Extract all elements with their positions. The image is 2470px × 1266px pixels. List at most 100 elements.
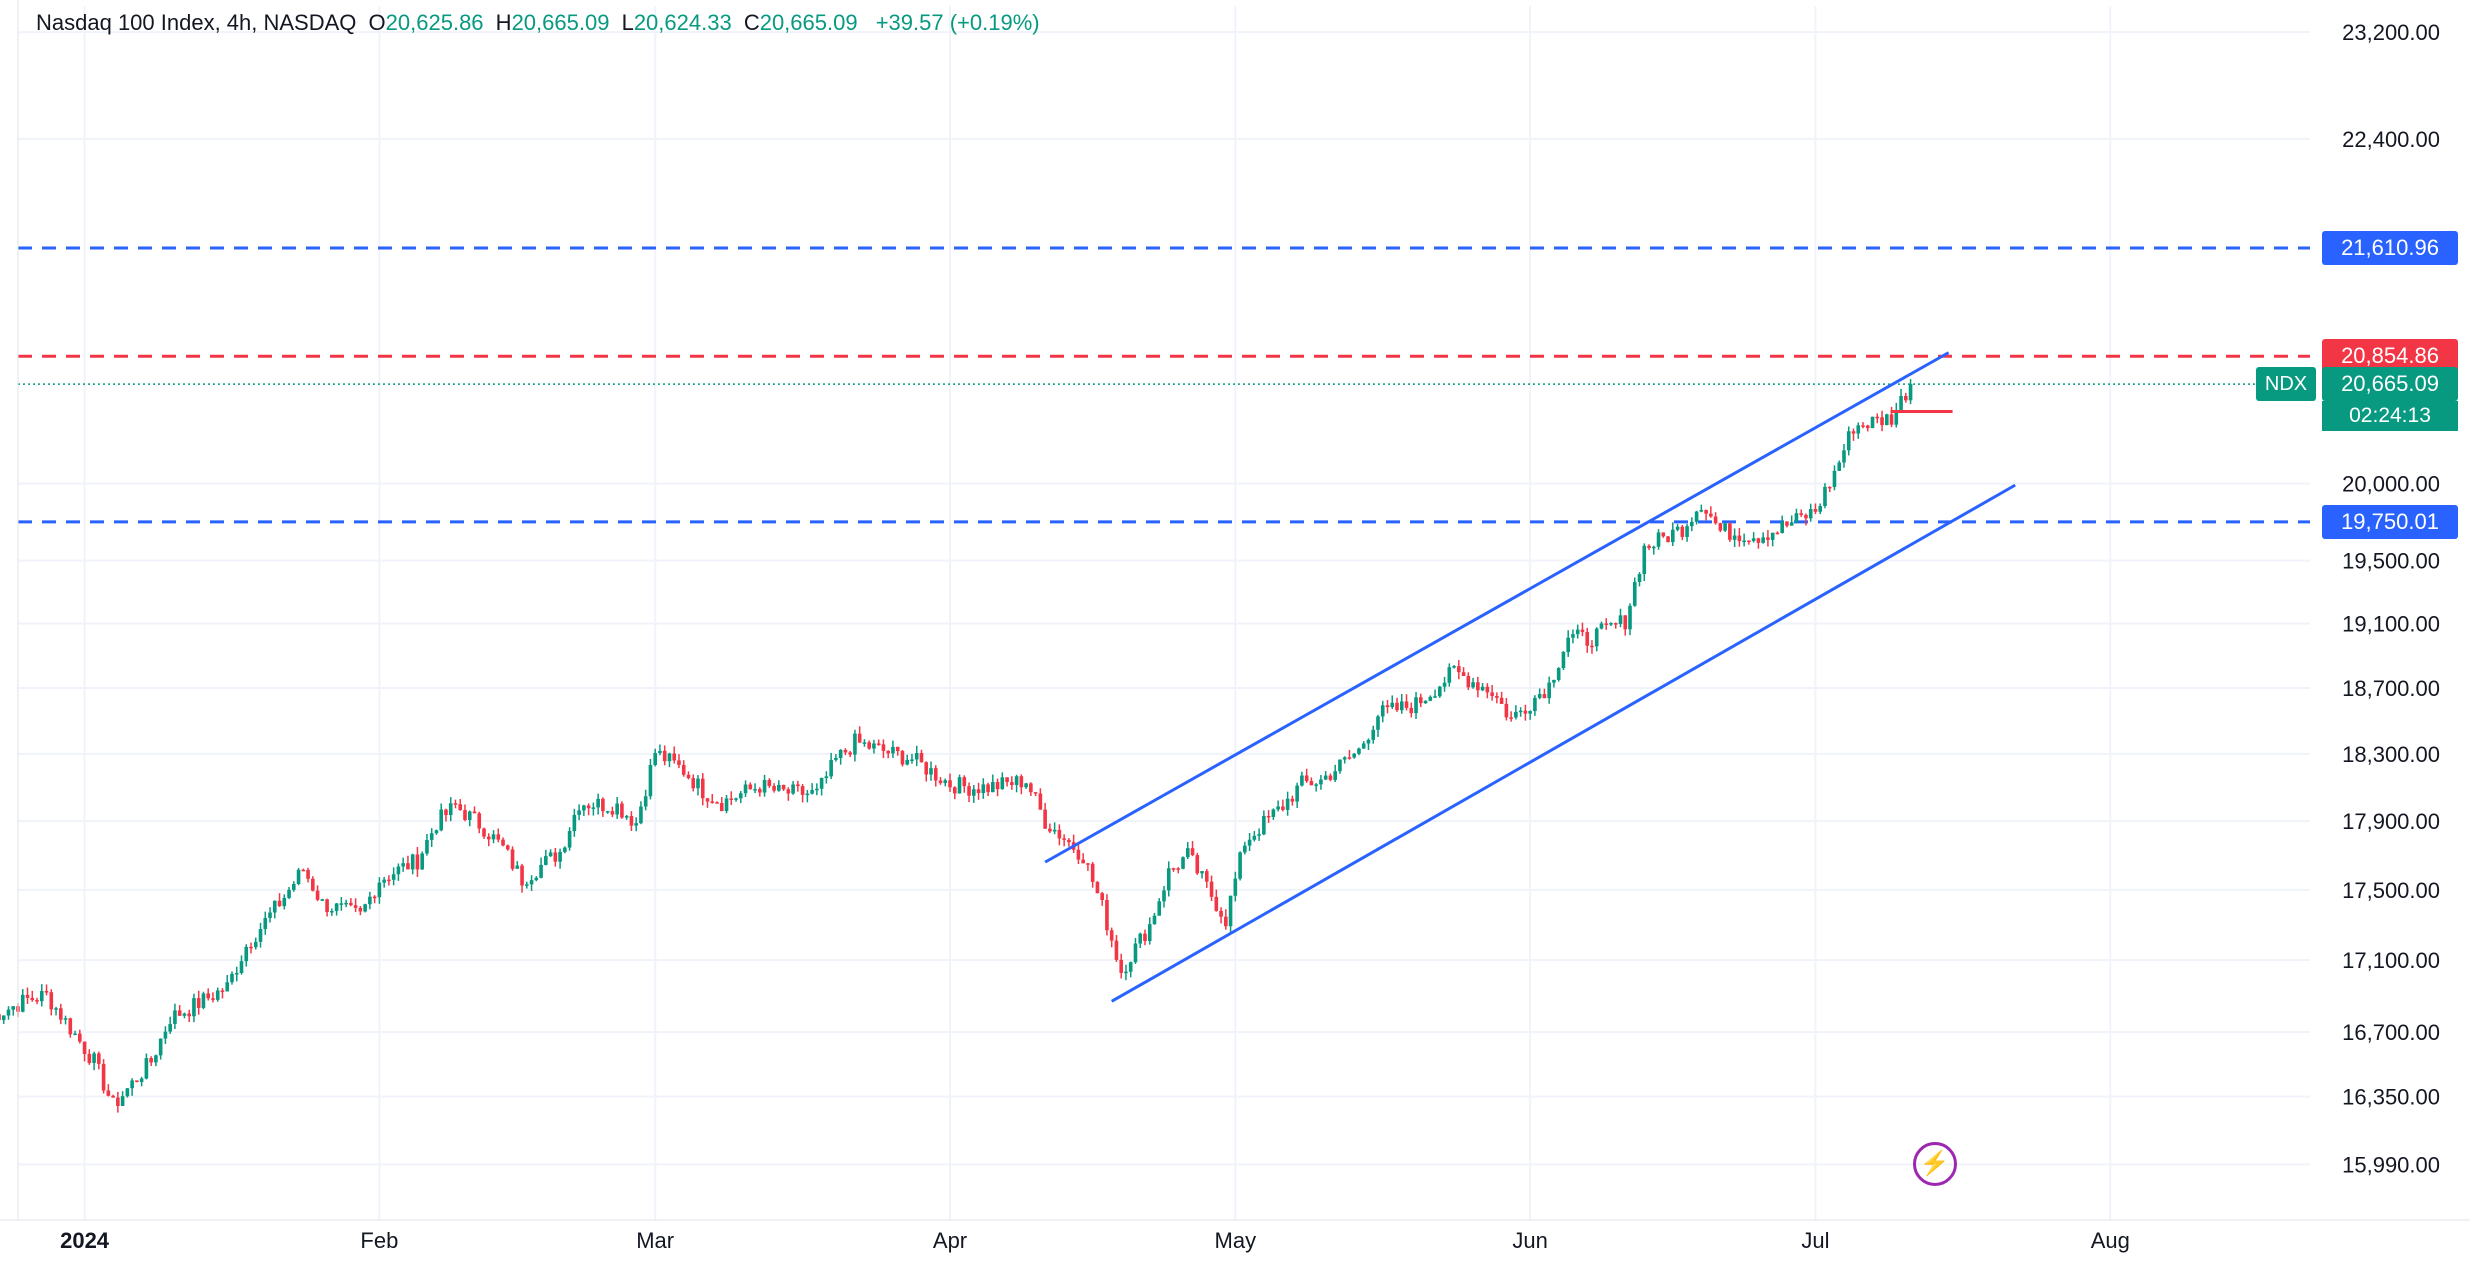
candle-body — [719, 803, 724, 812]
trend-channel[interactable] — [1044, 351, 2016, 1003]
candle-body — [786, 789, 791, 794]
candle-body — [1732, 535, 1737, 540]
candle-body — [1613, 623, 1618, 625]
candle-body — [1675, 526, 1680, 530]
candle-body — [448, 803, 453, 816]
candle-body — [1761, 537, 1765, 543]
candle-body — [686, 774, 691, 779]
high-label: H — [495, 10, 512, 35]
candle-body — [1547, 682, 1551, 699]
y-tick-label: 20,000.00 — [2342, 472, 2440, 497]
candle-body — [1233, 878, 1238, 896]
candle-body — [491, 834, 496, 840]
candle-body — [1404, 701, 1409, 708]
candle-body — [1571, 634, 1575, 638]
candle-body — [410, 854, 415, 870]
candle-body — [334, 903, 339, 912]
candle-body — [1043, 809, 1047, 829]
candle-body — [805, 793, 810, 796]
candle-body — [634, 823, 638, 826]
candle-body — [1409, 707, 1414, 714]
candle-body — [1904, 396, 1908, 401]
candle-body — [1799, 513, 1804, 515]
candle-body — [610, 811, 615, 815]
candle-body — [234, 973, 239, 975]
candle-body — [1100, 893, 1104, 900]
candle-body — [1604, 623, 1609, 625]
candle-body — [905, 759, 910, 765]
candle-body — [1176, 868, 1181, 870]
candle-body — [995, 782, 1000, 790]
candle-body — [429, 833, 434, 840]
candle-body — [1723, 523, 1727, 531]
candle-body — [772, 785, 776, 791]
candle-body — [1447, 667, 1452, 683]
candle-body — [1647, 545, 1651, 549]
candle-body — [349, 902, 353, 906]
symbol-tag: NDX — [2256, 367, 2316, 402]
candle-body — [1794, 513, 1799, 523]
candle-body — [144, 1058, 149, 1079]
candle-body — [467, 811, 472, 820]
candle-body — [1670, 529, 1675, 543]
candle-body — [401, 863, 405, 867]
candle-body — [472, 811, 477, 814]
candle-body — [758, 789, 762, 793]
candle-body — [1856, 425, 1861, 434]
low-value: 20,624.33 — [633, 10, 732, 35]
candle-body — [515, 865, 520, 869]
candle-body — [867, 742, 871, 749]
candle-body — [296, 869, 301, 884]
candle-body — [1224, 916, 1228, 927]
candle-body — [767, 779, 772, 786]
candle-body — [1889, 414, 1894, 425]
candle-body — [1666, 536, 1670, 543]
candle-body — [1899, 396, 1903, 410]
candle-body — [54, 1008, 58, 1010]
candle-body — [1181, 857, 1185, 869]
candle-body — [363, 904, 367, 912]
channel-lower-line[interactable] — [1110, 483, 2016, 1003]
candle-body — [87, 1053, 92, 1063]
y-tick-label: 23,200.00 — [2342, 20, 2440, 45]
candle-body — [505, 845, 510, 850]
y-tick-label: 16,350.00 — [2342, 1085, 2440, 1110]
y-tick-label: 17,100.00 — [2342, 948, 2440, 973]
candle-body — [1884, 414, 1889, 426]
candle-body — [196, 998, 201, 1008]
candle-body — [391, 874, 396, 880]
candle-body — [891, 746, 895, 754]
y-tick-label: 17,500.00 — [2342, 878, 2440, 903]
candle-body — [548, 852, 553, 857]
lightning-icon[interactable]: ⚡ — [1912, 1142, 1957, 1186]
candle-body — [1495, 696, 1499, 698]
candle-body — [1119, 959, 1124, 973]
candle-body — [938, 780, 943, 784]
candle-body — [1680, 526, 1685, 537]
candle-body — [1342, 757, 1347, 760]
y-tick-label: 16,700.00 — [2342, 1020, 2440, 1045]
channel-upper-line[interactable] — [1044, 351, 1950, 864]
candle-body — [753, 789, 757, 791]
candle-body — [653, 753, 658, 765]
candle-body — [1033, 792, 1038, 794]
candle-body — [25, 994, 30, 998]
candle-body — [662, 750, 667, 762]
candle-body — [886, 750, 891, 754]
candle-body — [1656, 532, 1661, 547]
candle-body — [1352, 753, 1357, 758]
candle-body — [544, 856, 548, 865]
candle-body — [1690, 521, 1694, 527]
candle-body — [553, 852, 558, 862]
low-label: L — [621, 10, 634, 35]
horizontal-levels[interactable] — [18, 246, 2310, 524]
candle-body — [1138, 933, 1143, 944]
candle-body — [1518, 710, 1523, 713]
candle-body — [952, 787, 957, 794]
candle-body — [1846, 431, 1851, 451]
candle-body — [1052, 829, 1057, 832]
candle-body — [529, 880, 534, 885]
candle-body — [168, 1023, 172, 1032]
